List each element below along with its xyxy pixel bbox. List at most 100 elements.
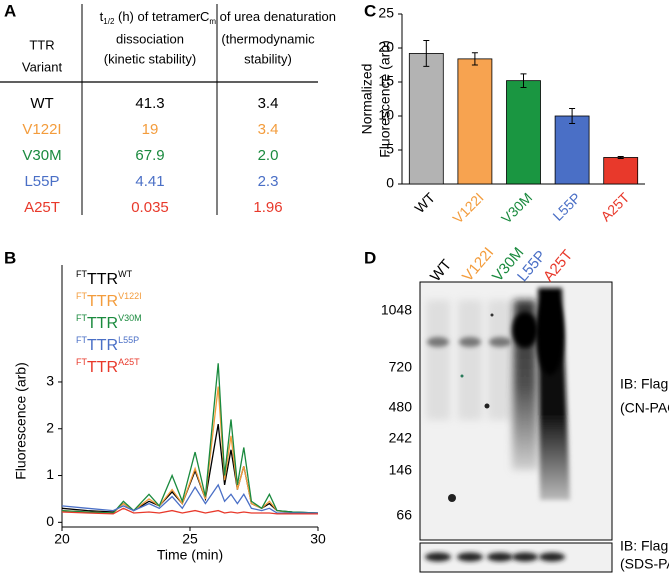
legend-name: TTR — [87, 359, 118, 376]
marker-label: 66 — [396, 507, 412, 523]
x-tick-label: V30M — [498, 189, 535, 226]
legend-suffix: V30M — [118, 313, 142, 323]
y-axis-label: Normalized — [359, 64, 375, 135]
error-bar — [471, 52, 478, 66]
legend-suffix: L55P — [118, 335, 139, 345]
table-header: dissociation — [116, 31, 184, 46]
x-tick-label: 20 — [54, 531, 70, 547]
panel-label: C — [364, 1, 376, 20]
bar — [603, 157, 639, 185]
legend-prefix: FT — [76, 269, 87, 279]
table-header: Variant — [22, 59, 63, 74]
gel-image — [419, 281, 613, 573]
annotation: (CN-PAGE) — [620, 400, 669, 416]
y-tick-label: 3 — [46, 373, 54, 389]
legend-prefix: FT — [76, 313, 87, 323]
lane-label: V122I — [459, 244, 497, 285]
table-header: (thermodynamic — [221, 31, 315, 46]
panel-label: D — [364, 248, 376, 267]
header-symbol: C — [200, 9, 209, 24]
x-tick-label: V122I — [449, 189, 486, 226]
marker-label: 1048 — [381, 302, 412, 318]
table-cell: 3.4 — [258, 121, 279, 138]
bar — [457, 58, 493, 185]
annotation: IB: Flag — [620, 376, 668, 392]
legend-name: TTR — [87, 271, 118, 288]
legend-entry: FTTTRWT — [76, 269, 133, 288]
annotation: IB: Flag — [620, 538, 668, 554]
y-tick-label: 5 — [386, 141, 394, 157]
lane-label: A25T — [540, 247, 576, 285]
legend-entry: FTTTRL55P — [76, 335, 139, 354]
series-line — [61, 507, 318, 515]
header-subscript: m — [209, 17, 216, 26]
error-bar — [569, 108, 576, 124]
table-cell: 1.96 — [253, 199, 282, 216]
legend-prefix: FT — [76, 335, 87, 345]
legend-prefix: FT — [76, 357, 87, 367]
header-symbol: t — [100, 9, 104, 24]
marker-label: 242 — [389, 430, 413, 446]
marker-label: 146 — [389, 462, 413, 478]
table-header: t1/2 (h) of tetramer — [100, 9, 201, 26]
y-tick-label: 1 — [46, 466, 54, 482]
table-cell: 2.3 — [258, 173, 279, 190]
series-line — [61, 363, 319, 514]
x-tick-label: A25T — [597, 189, 632, 224]
marker-label: 480 — [389, 399, 413, 415]
table-cell: L55P — [24, 173, 59, 190]
legend-name: TTR — [87, 337, 118, 354]
legend-entry: FTTTRV122I — [76, 291, 142, 310]
table-cell: V30M — [22, 147, 61, 164]
x-tick-label: 30 — [310, 531, 326, 547]
table-header: TTR — [29, 37, 54, 52]
header-text: (h) of tetramer — [114, 9, 201, 24]
series-line — [61, 423, 319, 514]
y-tick-label: 15 — [378, 73, 394, 89]
y-tick-label: 20 — [378, 39, 394, 55]
error-bar — [520, 73, 527, 88]
bar — [554, 115, 590, 185]
header-text: of urea denaturation — [216, 9, 336, 24]
y-tick-label: 2 — [46, 419, 54, 435]
x-tick-label: L55P — [549, 189, 583, 223]
y-tick-label: 0 — [46, 513, 54, 529]
legend-suffix: A25T — [118, 357, 140, 367]
y-axis-label: Fluorescence (arb) — [377, 40, 393, 158]
legend-name: TTR — [87, 293, 118, 310]
error-bar — [617, 155, 624, 159]
x-tick-label: WT — [411, 189, 438, 216]
legend-suffix: V122I — [118, 291, 142, 301]
marker-label: 720 — [389, 359, 413, 375]
panel-label: A — [4, 1, 16, 20]
series-line — [61, 483, 318, 514]
legend-entry: FTTTRA25T — [76, 357, 140, 376]
error-bar — [423, 40, 430, 67]
bar — [408, 53, 444, 185]
y-tick-label: 10 — [378, 107, 394, 123]
y-tick-label: 25 — [378, 5, 394, 21]
legend-prefix: FT — [76, 291, 87, 301]
lane-label: WT — [427, 256, 455, 285]
panel-label: B — [4, 248, 16, 267]
table-cell: 19 — [142, 121, 159, 138]
series-line — [61, 386, 318, 514]
table-header: (kinetic stability) — [104, 51, 196, 66]
table-header: stability) — [244, 51, 292, 66]
table-header: Cm of urea denaturation — [200, 9, 336, 26]
table-cell: 67.9 — [135, 147, 164, 164]
legend-entry: FTTTRV30M — [76, 313, 142, 332]
header-subscript: 1/2 — [103, 17, 115, 26]
annotation: (SDS-PAGE) — [620, 556, 669, 572]
table-cell: 2.0 — [258, 147, 279, 164]
table-cell: 4.41 — [135, 173, 164, 190]
table-cell: 0.035 — [131, 199, 169, 216]
bar — [506, 80, 541, 185]
table-cell: 3.4 — [258, 95, 279, 112]
x-axis-label: Time (min) — [157, 547, 223, 563]
x-tick-label: 25 — [182, 531, 198, 547]
y-axis-label: Fluorescence (arb) — [13, 362, 29, 480]
table-cell: WT — [30, 95, 53, 112]
table-cell: A25T — [24, 199, 60, 216]
